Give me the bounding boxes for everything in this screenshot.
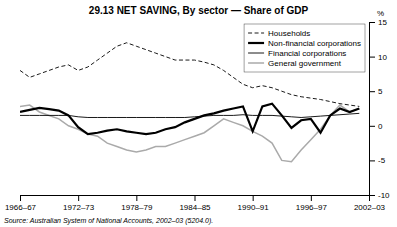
annotation: Source: Australian System of National Ac…: [4, 217, 213, 225]
x-tick-mark: [311, 195, 312, 201]
title: 29.13 NET SAVING, By sector — Share of G…: [89, 5, 309, 16]
x-tick-label: 1990–91: [238, 203, 270, 212]
x-tick-label: 2002–03: [354, 203, 386, 212]
x-tick-label: 1984–85: [179, 203, 211, 212]
legend-label: General government: [268, 59, 342, 68]
y-tick: 5: [369, 87, 383, 96]
y-tick-mark: [369, 160, 375, 161]
series-line: [20, 43, 359, 107]
y-tick-label: -5: [378, 156, 386, 165]
legend-swatch: [248, 62, 264, 64]
legend-swatch: [248, 42, 264, 44]
y-axis: -10 -5 0 5 10 15: [369, 18, 390, 200]
y-tick-mark: [369, 126, 375, 127]
x-tick-mark: [20, 195, 21, 201]
series-line: [20, 105, 359, 162]
legend-swatch: [248, 53, 264, 54]
legend-label: Non-financial corporations: [268, 39, 361, 48]
y-tick-label: 15: [378, 18, 387, 27]
y-tick: 10: [369, 53, 387, 62]
x-tick: 1990–91: [238, 195, 270, 212]
x-axis: 1966–67 1972–73 1978–79 1984–85 1990–91 1996–…: [5, 195, 386, 212]
x-tick: 1966–67: [5, 195, 37, 212]
legend-swatch: [248, 33, 264, 34]
lines: [20, 43, 359, 162]
y-tick-label: -10: [378, 191, 390, 200]
y-tick-label: 0: [378, 122, 383, 131]
chart-container: 1966–67 1972–73 1978–79 1984–85 1990–91 1996–…: [0, 0, 397, 227]
legend: HouseholdsNon-financial corporationsFina…: [244, 24, 365, 72]
chart: 1966–67 1972–73 1978–79 1984–85 1990–91 1996–…: [0, 0, 397, 227]
x-tick: 1996–97: [296, 195, 328, 212]
x-tick-label: 1966–67: [5, 203, 37, 212]
x-tick-mark: [253, 195, 254, 201]
y-tick-label: 5: [378, 87, 383, 96]
x-tick-mark: [195, 195, 196, 201]
x-tick-label: 1996–97: [296, 203, 328, 212]
x-tick-label: 1978–79: [121, 203, 153, 212]
y-tick-mark: [369, 22, 375, 23]
y-tick: 15: [369, 18, 387, 27]
series-line: [20, 104, 359, 134]
y-tick: -10: [369, 191, 390, 200]
x-tick-mark: [136, 195, 137, 201]
legend-frame: [244, 24, 365, 72]
legend-label: Financial corporations: [268, 49, 346, 58]
x-tick: 1972–73: [63, 195, 95, 212]
y-tick-label: 10: [378, 53, 387, 62]
y-tick-mark: [369, 57, 375, 58]
y-axis-line: [369, 23, 370, 196]
y-tick: -5: [369, 156, 386, 165]
legend-label: Households: [268, 29, 310, 38]
y-tick-mark: [369, 91, 375, 92]
y-tick-mark: [369, 195, 375, 196]
y-tick: 0: [369, 122, 383, 131]
x-tick-label: 1972–73: [63, 203, 95, 212]
x-tick-mark: [78, 195, 79, 201]
x-tick: 1978–79: [121, 195, 153, 212]
x-tick: 1984–85: [179, 195, 211, 212]
y-axis-label: %: [377, 9, 384, 18]
